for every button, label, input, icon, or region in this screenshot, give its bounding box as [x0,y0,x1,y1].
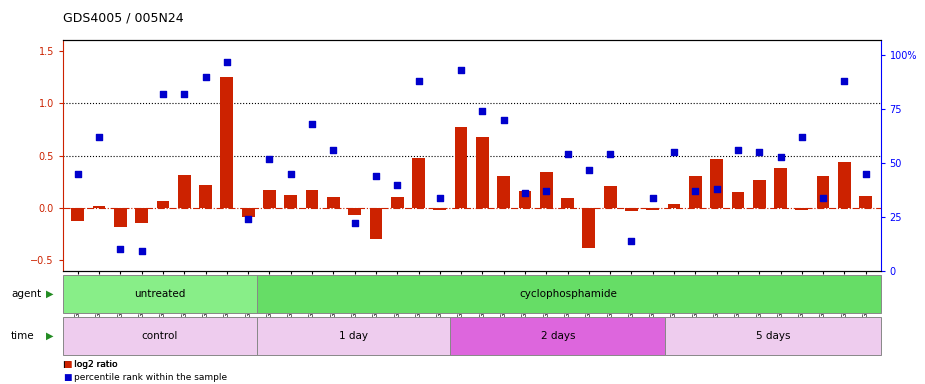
Text: ■: ■ [63,372,71,382]
Text: agent: agent [11,289,42,299]
Bar [256,317,450,355]
Point [688,188,703,194]
Bar [753,180,766,208]
Point [709,186,724,192]
Bar [114,208,127,227]
Text: GDS4005 / 005N24: GDS4005 / 005N24 [63,12,183,25]
Point [134,248,149,255]
Text: cyclophosphamide: cyclophosphamide [520,289,618,299]
Point [858,171,873,177]
Bar [540,172,552,208]
Bar [284,195,297,208]
Bar [327,197,339,208]
Point [646,194,660,200]
Bar [241,208,254,217]
Bar [689,177,702,208]
Bar [348,208,361,215]
Point [304,121,319,127]
Text: 1 day: 1 day [339,331,368,341]
Bar [71,208,84,222]
Point [518,190,533,196]
Point [837,78,852,84]
Point [497,117,512,123]
Point [582,166,597,172]
Point [624,237,639,243]
Bar [256,275,881,313]
Bar [774,168,787,208]
Point [752,149,767,156]
Point [326,147,340,153]
Bar [63,275,256,313]
Point [219,59,234,65]
Point [92,134,106,140]
Bar [710,159,723,208]
Point [475,108,490,114]
Text: ▶: ▶ [46,331,54,341]
Bar [391,197,403,208]
Text: log2 ratio: log2 ratio [74,359,117,369]
Text: ▶: ▶ [46,289,54,299]
Bar [434,208,446,210]
Point [177,91,191,97]
Bar [604,186,617,208]
Bar [668,204,681,208]
Bar [817,177,830,208]
Bar [178,175,191,208]
Text: ■ log2 ratio: ■ log2 ratio [63,359,117,369]
Point [603,151,618,157]
Bar [519,191,531,208]
Bar [369,208,382,239]
Point [70,171,85,177]
Text: 5 days: 5 days [756,331,790,341]
Bar [135,208,148,223]
Bar [665,317,881,355]
Bar [796,208,808,210]
Point [816,194,831,200]
Point [773,154,788,160]
Point [240,216,255,222]
Bar [498,177,510,208]
Point [453,68,468,74]
Point [667,149,682,156]
Bar [455,127,467,208]
Point [561,151,575,157]
Bar [413,157,425,208]
Bar [859,196,872,208]
Text: ■: ■ [63,359,71,369]
Point [155,91,170,97]
Bar [583,208,596,248]
Point [283,171,298,177]
Bar [732,192,745,208]
Text: untreated: untreated [134,289,185,299]
Bar [92,206,105,208]
Point [432,194,447,200]
Text: 2 days: 2 days [540,331,575,341]
Point [262,156,277,162]
Bar [561,199,574,208]
Point [113,246,128,252]
Bar [647,208,660,210]
Point [347,220,362,227]
Point [411,78,426,84]
Text: time: time [11,331,35,341]
Bar [305,190,318,208]
Bar [220,77,233,208]
Text: percentile rank within the sample: percentile rank within the sample [74,372,228,382]
Bar [63,317,256,355]
Bar [625,208,638,211]
Bar [199,185,212,208]
Point [368,173,383,179]
Bar [263,190,276,208]
Point [389,182,404,188]
Bar [450,317,665,355]
Bar [838,162,851,208]
Point [731,147,746,153]
Point [198,74,213,80]
Point [539,188,554,194]
Point [795,134,809,140]
Bar [476,137,488,208]
Bar [156,200,169,208]
Text: control: control [142,331,178,341]
